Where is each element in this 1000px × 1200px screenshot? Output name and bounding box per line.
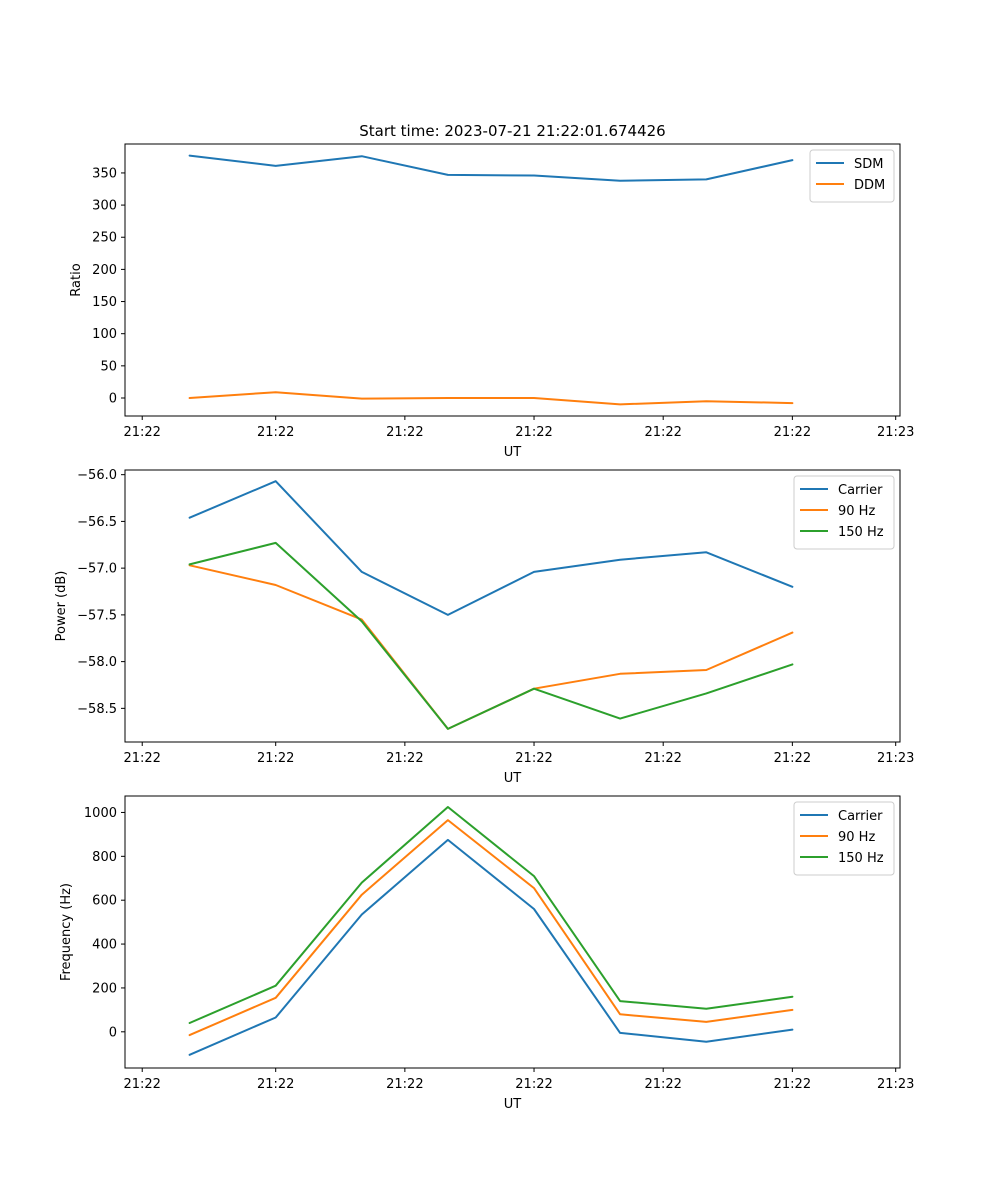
legend-label: 150 Hz (838, 851, 884, 866)
x-tick-label: 21:22 (257, 425, 294, 440)
x-tick-label: 21:22 (123, 1077, 160, 1092)
legend-label: 90 Hz (838, 504, 875, 519)
series-line-sdm (188, 154, 794, 182)
y-tick-label: −57.0 (77, 562, 117, 577)
x-tick-label: 21:22 (774, 425, 811, 440)
x-tick-label: 21:22 (515, 751, 552, 766)
legend-label: SDM (854, 157, 883, 172)
series-line-90-hz (188, 564, 794, 730)
x-tick-label: 21:23 (877, 1077, 914, 1092)
x-tick-label: 21:22 (386, 1077, 423, 1092)
x-tick-label: 21:22 (257, 1077, 294, 1092)
y-tick-label: −56.5 (77, 515, 117, 530)
x-tick-label: 21:22 (123, 425, 160, 440)
chart-title: Start time: 2023-07-21 21:22:01.674426 (359, 122, 665, 140)
chart-panel-3: 0 200 400 600 800 1000 21:22 21:22 21:22 21:22 21:… (59, 795, 914, 1112)
series-line-150-hz (188, 806, 794, 1024)
y-tick-label: −58.0 (77, 655, 117, 670)
x-tick-label: 21:22 (644, 425, 681, 440)
x-tick-label: 21:22 (644, 751, 681, 766)
legend: Carrier 90 Hz 150 Hz (793, 801, 895, 876)
y-tick-label: −58.5 (77, 702, 117, 717)
legend-label: 90 Hz (838, 830, 875, 845)
x-tick-label: 21:22 (386, 425, 423, 440)
y-tick-label: 300 (92, 199, 117, 214)
y-tick-label: 100 (92, 327, 117, 342)
x-axis-label: UT (504, 771, 522, 786)
y-tick-label: 400 (92, 938, 117, 953)
x-tick-label: 21:23 (877, 751, 914, 766)
x-tick-label: 21:22 (257, 751, 294, 766)
chart-panel-1: Start time: 2023-07-21 21:22:01.674426 0 5… (69, 122, 914, 460)
y-tick-label: −57.5 (77, 608, 117, 623)
y-tick-label: 200 (92, 263, 117, 278)
legend: SDM DDM (809, 149, 895, 203)
axes-frame (124, 795, 901, 1069)
legend-label: Carrier (838, 809, 883, 824)
series-line-150-hz (188, 541, 794, 730)
x-tick-label: 21:22 (123, 751, 160, 766)
y-axis-label: Power (dB) (54, 571, 69, 642)
y-axis-label: Frequency (Hz) (59, 883, 74, 981)
legend-label: Carrier (838, 483, 883, 498)
series-line-carrier (188, 838, 794, 1056)
x-tick-label: 21:23 (877, 425, 914, 440)
legend-label: DDM (854, 178, 885, 193)
y-tick-label: 350 (92, 166, 117, 181)
x-tick-label: 21:22 (515, 425, 552, 440)
legend-label: 150 Hz (838, 525, 884, 540)
chart-panel-2: −58.5 −58.0 −57.5 −57.0 −56.5 −56.0 21:22 21:22… (54, 468, 914, 786)
x-axis-label: UT (504, 1097, 522, 1112)
x-tick-label: 21:22 (386, 751, 423, 766)
y-tick-label: 0 (109, 391, 117, 406)
y-tick-label: 0 (109, 1025, 117, 1040)
x-tick-label: 21:22 (774, 751, 811, 766)
x-tick-label: 21:22 (774, 1077, 811, 1092)
y-axis-label: Ratio (69, 263, 84, 296)
axes-frame (124, 143, 901, 417)
y-tick-label: 1000 (84, 806, 117, 821)
x-tick-label: 21:22 (515, 1077, 552, 1092)
y-tick-label: 200 (92, 981, 117, 996)
series-line-90-hz (188, 819, 794, 1037)
y-tick-label: 600 (92, 894, 117, 909)
series-line-ddm (188, 391, 794, 406)
y-tick-label: −56.0 (77, 468, 117, 483)
legend: Carrier 90 Hz 150 Hz (793, 475, 895, 550)
y-tick-label: 800 (92, 850, 117, 865)
y-tick-label: 50 (100, 359, 117, 374)
y-tick-label: 250 (92, 231, 117, 246)
y-tick-label: 150 (92, 295, 117, 310)
x-tick-label: 21:22 (644, 1077, 681, 1092)
x-axis-label: UT (504, 445, 522, 460)
series-line-carrier (188, 480, 794, 616)
axes-frame (124, 469, 901, 743)
